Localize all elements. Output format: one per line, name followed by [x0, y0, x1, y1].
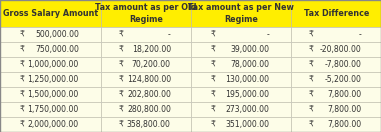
Text: Tax amount as per New
Regime: Tax amount as per New Regime — [188, 3, 294, 24]
Bar — [291, 0, 381, 27]
Bar — [291, 117, 381, 132]
Text: ₹: ₹ — [118, 75, 123, 84]
Text: 1,500,000.00: 1,500,000.00 — [27, 90, 79, 99]
Text: 351,000.00: 351,000.00 — [225, 120, 269, 129]
Bar — [190, 57, 291, 72]
Bar — [101, 102, 190, 117]
Bar — [291, 102, 381, 117]
Text: 1,250,000.00: 1,250,000.00 — [27, 75, 79, 84]
Text: 7,800.00: 7,800.00 — [327, 120, 361, 129]
Bar — [0, 72, 101, 87]
Text: Gross Salary Amount: Gross Salary Amount — [3, 9, 98, 18]
Bar — [291, 42, 381, 57]
Text: ₹: ₹ — [309, 120, 314, 129]
Text: ₹: ₹ — [20, 60, 25, 69]
Bar — [190, 42, 291, 57]
Bar — [291, 87, 381, 102]
Bar — [291, 57, 381, 72]
Text: 78,000.00: 78,000.00 — [230, 60, 269, 69]
Text: -: - — [266, 30, 269, 39]
Text: 2,000,000.00: 2,000,000.00 — [28, 120, 79, 129]
Bar — [190, 72, 291, 87]
Bar — [101, 0, 190, 27]
Text: ₹: ₹ — [20, 90, 25, 99]
Text: 7,800.00: 7,800.00 — [327, 105, 361, 114]
Bar — [190, 0, 291, 27]
Text: 39,000.00: 39,000.00 — [230, 45, 269, 54]
Text: ₹: ₹ — [20, 30, 25, 39]
Text: ₹: ₹ — [20, 105, 25, 114]
Bar — [0, 27, 101, 42]
Text: ₹: ₹ — [118, 60, 123, 69]
Bar — [101, 57, 190, 72]
Bar — [0, 0, 101, 27]
Text: ₹: ₹ — [210, 60, 215, 69]
Bar — [0, 87, 101, 102]
Bar — [101, 27, 190, 42]
Bar — [190, 87, 291, 102]
Text: 358,800.00: 358,800.00 — [127, 120, 171, 129]
Bar — [101, 87, 190, 102]
Text: 202,800.00: 202,800.00 — [127, 90, 171, 99]
Text: 18,200.00: 18,200.00 — [132, 45, 171, 54]
Text: ₹: ₹ — [309, 60, 314, 69]
Text: -20,800.00: -20,800.00 — [320, 45, 361, 54]
Text: ₹: ₹ — [309, 105, 314, 114]
Text: 280,800.00: 280,800.00 — [127, 105, 171, 114]
Text: Tax Difference: Tax Difference — [304, 9, 369, 18]
Text: ₹: ₹ — [309, 45, 314, 54]
Text: ₹: ₹ — [309, 30, 314, 39]
Bar — [0, 102, 101, 117]
Bar — [190, 27, 291, 42]
Text: ₹: ₹ — [309, 90, 314, 99]
Bar — [190, 102, 291, 117]
Text: 70,200.00: 70,200.00 — [132, 60, 171, 69]
Text: ₹: ₹ — [309, 75, 314, 84]
Text: ₹: ₹ — [210, 90, 215, 99]
Text: 124,800.00: 124,800.00 — [126, 75, 171, 84]
Text: ₹: ₹ — [210, 30, 215, 39]
Bar — [0, 57, 101, 72]
Bar — [291, 27, 381, 42]
Text: -: - — [359, 30, 361, 39]
Text: ₹: ₹ — [118, 105, 123, 114]
Text: ₹: ₹ — [118, 30, 123, 39]
Text: -7,800.00: -7,800.00 — [325, 60, 361, 69]
Bar — [0, 42, 101, 57]
Bar — [101, 42, 190, 57]
Text: ₹: ₹ — [210, 105, 215, 114]
Text: -: - — [168, 30, 171, 39]
Text: 500,000.00: 500,000.00 — [35, 30, 79, 39]
Bar — [190, 117, 291, 132]
Text: ₹: ₹ — [210, 75, 215, 84]
Text: ₹: ₹ — [210, 45, 215, 54]
Text: ₹: ₹ — [118, 90, 123, 99]
Bar — [101, 117, 190, 132]
Text: Tax amount as per Old
Regime: Tax amount as per Old Regime — [95, 3, 197, 24]
Text: 1,750,000.00: 1,750,000.00 — [27, 105, 79, 114]
Text: ₹: ₹ — [210, 120, 215, 129]
Bar — [101, 72, 190, 87]
Text: 7,800.00: 7,800.00 — [327, 90, 361, 99]
Text: 273,000.00: 273,000.00 — [226, 105, 269, 114]
Text: -5,200.00: -5,200.00 — [325, 75, 361, 84]
Bar — [0, 117, 101, 132]
Text: 750,000.00: 750,000.00 — [35, 45, 79, 54]
Text: ₹: ₹ — [20, 75, 25, 84]
Bar — [291, 72, 381, 87]
Text: ₹: ₹ — [118, 45, 123, 54]
Text: 195,000.00: 195,000.00 — [225, 90, 269, 99]
Text: 130,000.00: 130,000.00 — [225, 75, 269, 84]
Text: ₹: ₹ — [20, 120, 25, 129]
Text: 1,000,000.00: 1,000,000.00 — [27, 60, 79, 69]
Text: ₹: ₹ — [118, 120, 123, 129]
Text: ₹: ₹ — [20, 45, 25, 54]
